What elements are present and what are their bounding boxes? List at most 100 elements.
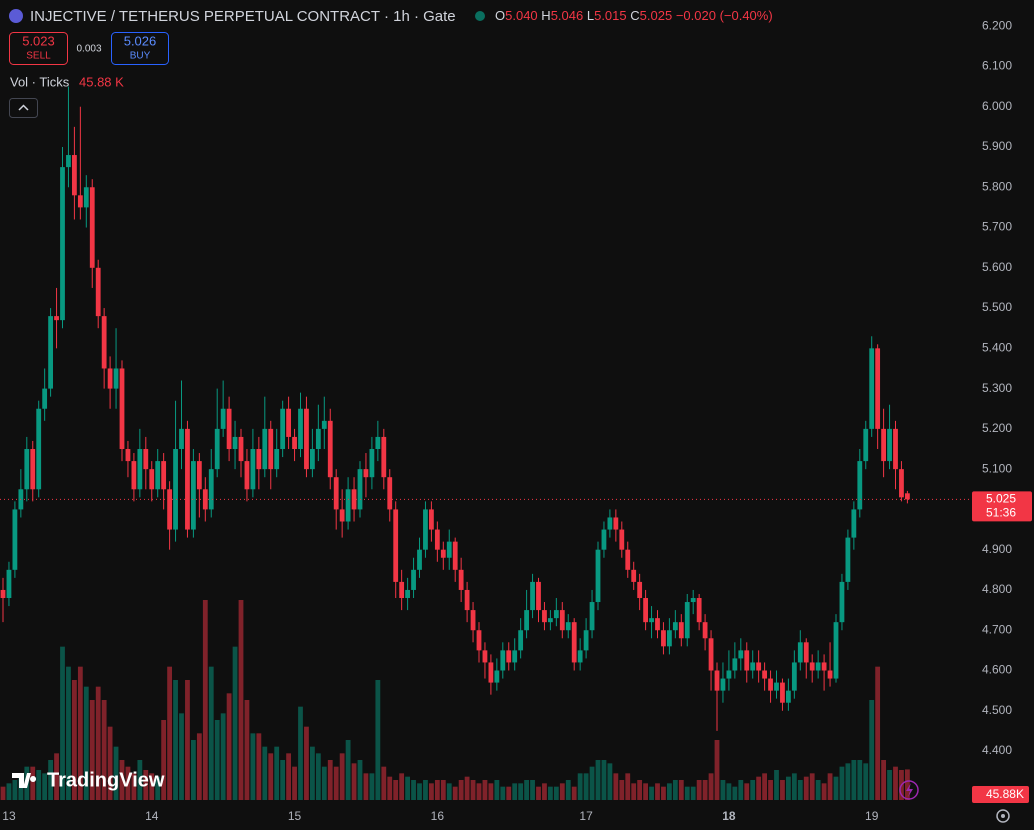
candle-body	[24, 449, 30, 490]
x-tick-label: 15	[288, 809, 302, 823]
volume-bar	[369, 773, 375, 800]
candle-body	[315, 428, 321, 450]
buy-button[interactable]	[111, 32, 169, 65]
volume-bar	[833, 776, 839, 800]
volume-bar	[762, 773, 767, 800]
volume-bar	[375, 680, 381, 800]
candle-body	[274, 449, 280, 470]
volume-bar	[607, 763, 613, 800]
lightning-button[interactable]	[899, 780, 919, 800]
settings-button[interactable]	[996, 809, 1010, 823]
candle-body	[304, 408, 309, 470]
candle-body	[839, 581, 845, 623]
collapse-button[interactable]	[9, 98, 38, 118]
volume-bar	[744, 783, 750, 800]
volume-bar	[196, 733, 202, 800]
volume-bar	[321, 766, 327, 800]
candle-body	[48, 316, 53, 389]
sell-button[interactable]	[9, 32, 68, 65]
candle-body	[452, 541, 458, 570]
buy-label: BUY	[130, 51, 151, 62]
candle-body	[440, 549, 446, 558]
chart-title: INJECTIVE / TETHERUS PERPETUAL CONTRACT …	[30, 8, 456, 25]
candle-body	[173, 449, 178, 530]
candle-body	[577, 650, 583, 663]
volume-bar	[131, 773, 137, 800]
low-value: 5.015	[594, 8, 627, 23]
volume-bar	[214, 720, 220, 800]
volume-bar	[274, 746, 280, 800]
candle-body	[131, 461, 137, 490]
volume-bar	[298, 706, 303, 800]
volume-bar	[363, 773, 369, 800]
volume-bar	[107, 726, 113, 800]
candle-body	[268, 428, 274, 470]
volume-bar	[315, 753, 321, 800]
volume-bar	[631, 783, 637, 800]
volume-bar	[494, 780, 500, 800]
y-tick-label: 5.500	[982, 300, 1012, 314]
volume-bar	[720, 780, 726, 800]
volume-bar	[119, 760, 125, 800]
logo-icon	[12, 773, 37, 788]
candle-body	[321, 420, 327, 429]
candle-body	[768, 678, 773, 691]
candle-body	[357, 469, 363, 510]
candle-body	[137, 449, 143, 490]
volume-bar	[280, 760, 286, 800]
candle-body	[613, 517, 619, 530]
x-tick-label: 16	[431, 809, 445, 823]
candle-body	[107, 368, 113, 389]
candle-body	[542, 610, 547, 623]
volume-bar	[185, 680, 190, 800]
candle-body	[827, 670, 833, 679]
candle-body	[774, 682, 779, 691]
candle-body	[202, 489, 208, 510]
volume-bar	[803, 776, 809, 800]
candle-body	[488, 662, 494, 683]
volume-bar	[774, 770, 779, 800]
candle-body	[327, 420, 333, 478]
volume-bar	[756, 776, 762, 800]
candle-body	[744, 650, 750, 671]
candle-body	[518, 630, 524, 651]
candle-body	[756, 662, 762, 671]
candle-body	[387, 477, 393, 510]
volume-bar	[452, 786, 458, 800]
candle-body	[851, 509, 857, 538]
logo: TradingView	[47, 769, 165, 791]
candle-body	[637, 581, 643, 599]
candle-body	[286, 408, 291, 437]
candle-body	[54, 316, 59, 321]
candle-body	[732, 658, 738, 671]
volume-bar	[72, 680, 77, 800]
volume-bar	[393, 780, 399, 800]
candle-body	[161, 461, 167, 490]
candle-body	[179, 428, 184, 450]
candle-body	[797, 642, 803, 663]
volume-bar	[791, 773, 797, 800]
buy-price: 5.026	[124, 33, 157, 48]
volume-bar	[226, 693, 232, 800]
volume-bar	[750, 780, 756, 800]
candle-body	[786, 690, 791, 703]
volume-bar	[482, 780, 488, 800]
volume-bar	[434, 780, 440, 800]
high-value: 5.046	[551, 8, 584, 23]
x-tick-label: 13	[2, 809, 16, 823]
candle-body	[244, 461, 250, 490]
volume-bar	[601, 760, 607, 800]
volume-bar	[488, 783, 494, 800]
volume-bar	[690, 786, 696, 800]
volume-bar	[559, 783, 565, 800]
collapse-icon	[18, 104, 29, 111]
candle-body	[750, 662, 756, 671]
candle-body	[66, 155, 71, 168]
volume-bar	[637, 780, 643, 800]
volume-bar	[583, 773, 589, 800]
candle-body	[345, 489, 351, 522]
candle-body	[375, 436, 381, 450]
candle-body	[333, 477, 339, 510]
spread: 0.003	[76, 44, 101, 55]
open-label: O	[495, 8, 505, 23]
